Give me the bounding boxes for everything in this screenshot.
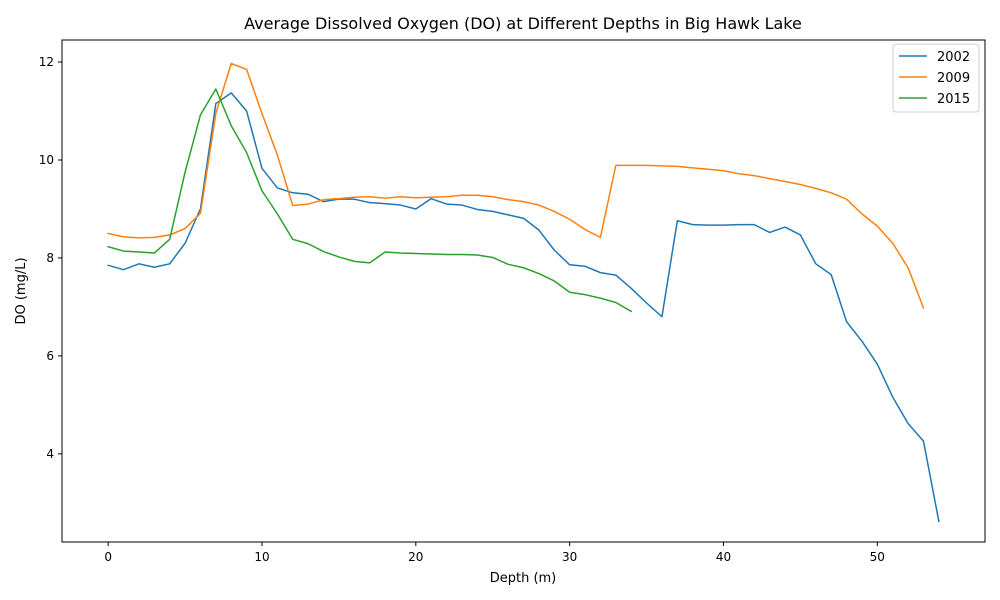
y-axis-label: DO (mg/L) <box>14 257 29 324</box>
x-tick-label: 10 <box>254 550 269 564</box>
legend-label-2009: 2009 <box>937 71 970 86</box>
series-line-2009 <box>107 62 925 309</box>
plot-frame <box>61 39 986 543</box>
y-axis: 4 6 8 10 12 <box>39 55 62 461</box>
chart-title: Average Dissolved Oxygen (DO) at Differe… <box>244 14 802 33</box>
y-tick-label: 4 <box>46 447 54 461</box>
legend-label-2015: 2015 <box>937 92 970 107</box>
legend-label-2002: 2002 <box>937 50 970 65</box>
x-axis: 0 10 20 30 40 50 <box>104 542 885 564</box>
series-line-2015 <box>107 88 633 313</box>
x-tick-label: 0 <box>104 550 112 564</box>
x-tick-label: 30 <box>562 550 577 564</box>
legend: 2002 2009 2015 <box>892 43 980 113</box>
plot-area <box>61 39 986 543</box>
x-tick-label: 50 <box>870 550 885 564</box>
series-line-2002 <box>107 92 940 523</box>
y-tick-label: 8 <box>46 251 54 265</box>
series-group <box>107 62 940 523</box>
y-tick-label: 6 <box>46 349 54 363</box>
x-tick-label: 40 <box>716 550 731 564</box>
x-axis-label: Depth (m) <box>490 571 557 586</box>
y-tick-label: 12 <box>39 55 54 69</box>
legend-box <box>892 43 980 113</box>
x-tick-label: 20 <box>408 550 423 564</box>
y-tick-label: 10 <box>39 153 54 167</box>
